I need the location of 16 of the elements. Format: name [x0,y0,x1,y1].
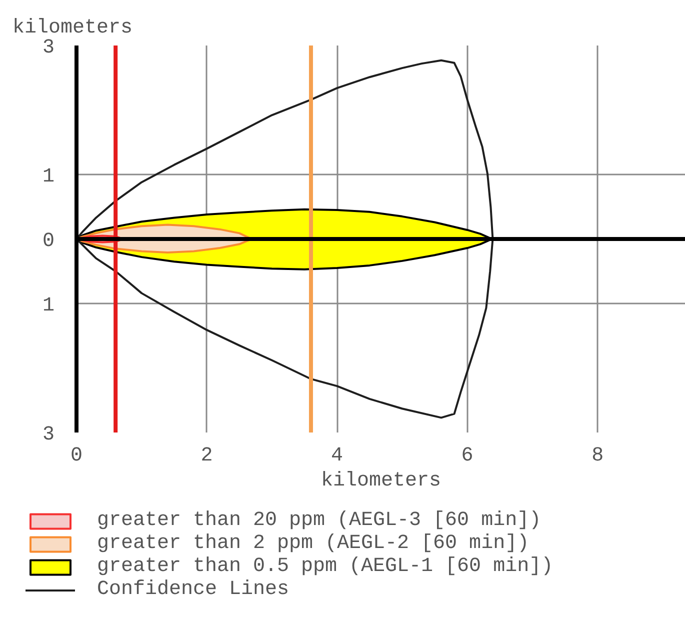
legend-label: Confidence Lines [97,578,290,601]
x-tick-label: 2 [200,444,213,468]
y-axis-title: kilometers [12,16,133,40]
y-tick-label: 0 [42,230,55,253]
y-tick-label: 1 [42,166,55,188]
y-tick-label: 3 [42,36,55,60]
x-tick-label: 4 [331,444,344,468]
y-tick-label: 3 [42,424,55,446]
x-axis-title: kilometers [320,470,442,492]
x-tick-label: 8 [592,444,604,468]
y-tick-label: 1 [42,294,55,318]
legend-label: greater than 0.5 ppm (AEGL-1 [60 min]) [97,555,554,578]
x-tick-label: 0 [70,444,83,468]
legend-label: greater than 2 ppm (AEGL-2 [60 min]) [97,532,530,555]
x-tick-label: 6 [461,444,474,468]
legend-label: greater than 20 ppm (AEGL-3 [60 min]) [97,509,542,532]
